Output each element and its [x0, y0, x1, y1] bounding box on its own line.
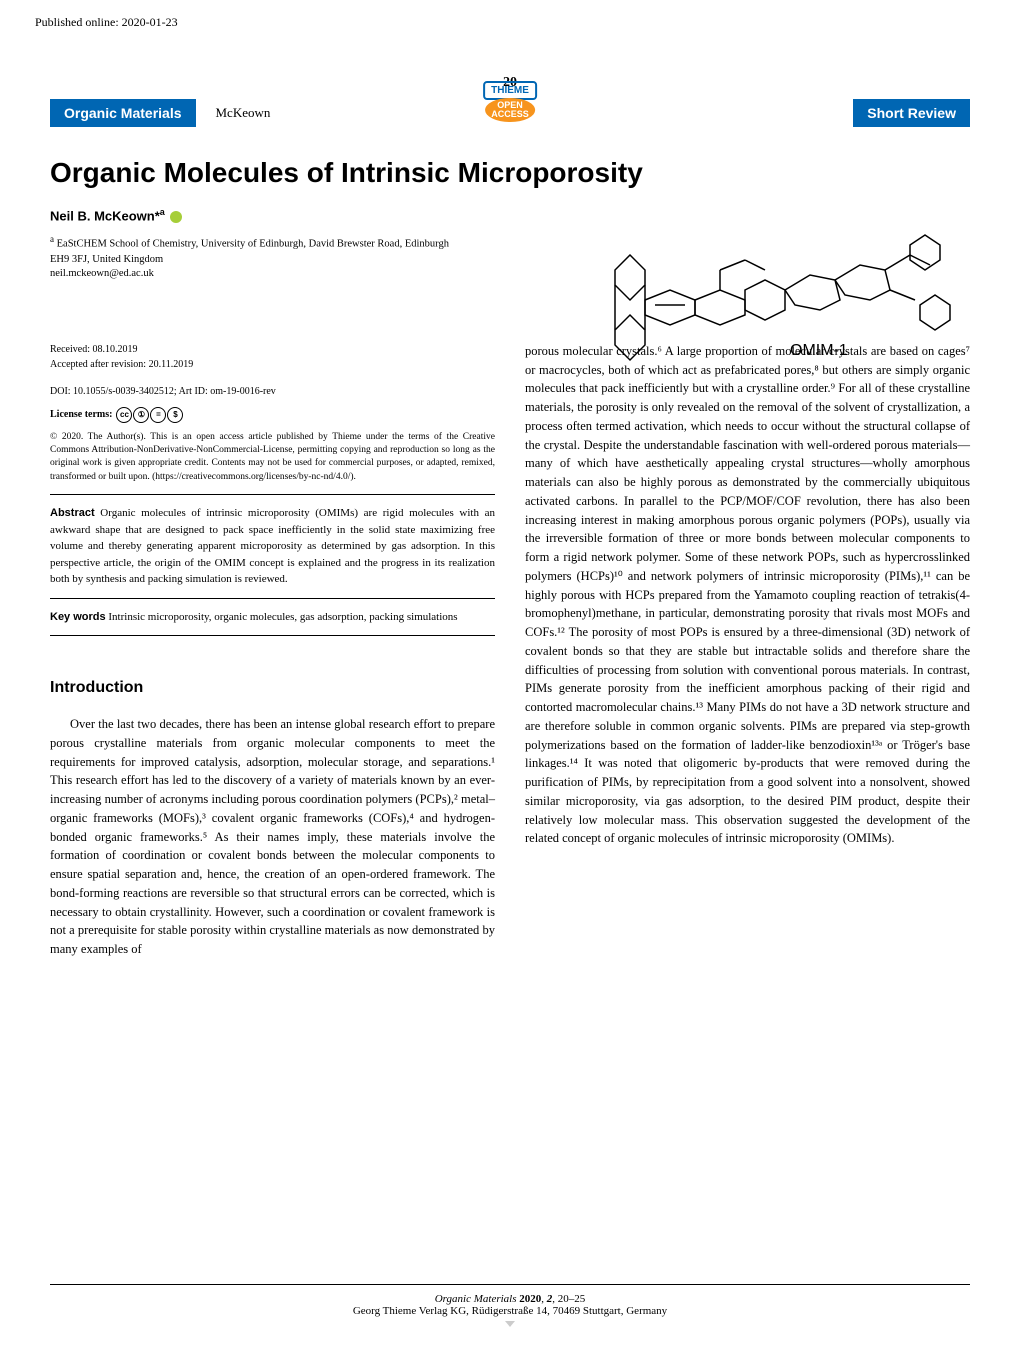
copyright-text: © 2020. The Author(s). This is an open a… — [50, 431, 495, 484]
cc-icons: cc ① = $ — [116, 407, 183, 423]
published-online: Published online: 2020-01-23 — [35, 15, 178, 30]
right-column: porous molecular crystals.⁶ A large prop… — [525, 342, 970, 959]
thieme-badge: THIEME OPENACCESS — [483, 81, 537, 122]
dates-block: Received: 08.10.2019 Accepted after revi… — [50, 342, 495, 372]
short-review-badge: Short Review — [853, 99, 970, 127]
cc-icon: cc — [116, 407, 132, 423]
affiliation: a EaStCHEM School of Chemistry, Universi… — [50, 233, 450, 282]
by-icon: ① — [133, 407, 149, 423]
nc-icon: $ — [167, 407, 183, 423]
introduction-heading: Introduction — [50, 676, 495, 700]
nd-icon: = — [150, 407, 166, 423]
author-email: neil.mckeown@ed.ac.uk — [50, 268, 154, 279]
footer: Organic Materials 2020, 2, 20–25 Georg T… — [50, 1284, 970, 1330]
downloaded-icon — [505, 1321, 515, 1327]
intro-body-right: porous molecular crystals.⁶ A large prop… — [525, 342, 970, 848]
journal-badge: Organic Materials — [50, 99, 196, 127]
orcid-icon — [170, 211, 182, 223]
header-bar: Organic Materials McKeown THIEME OPENACC… — [50, 99, 970, 127]
keywords-label: Key words — [50, 611, 106, 623]
publisher-line: Georg Thieme Verlag KG, Rüdigerstraße 14… — [50, 1305, 970, 1317]
molecule-figure: OMIM-1 — [600, 210, 960, 390]
abstract-block: Abstract Organic molecules of intrinsic … — [50, 494, 495, 599]
intro-body-left: Over the last two decades, there has bee… — [50, 715, 495, 959]
two-column-layout: Received: 08.10.2019 Accepted after revi… — [50, 342, 970, 959]
molecule-label: OMIM-1 — [790, 342, 848, 359]
license-line: License terms: cc ① = $ — [50, 407, 495, 423]
left-column: Received: 08.10.2019 Accepted after revi… — [50, 342, 495, 959]
open-access-badge: OPENACCESS — [485, 98, 535, 122]
author-top: McKeown — [216, 105, 271, 121]
doi-line: DOI: 10.1055/s-0039-3402512; Art ID: om-… — [50, 384, 495, 399]
abstract-label: Abstract — [50, 507, 95, 519]
article-title: Organic Molecules of Intrinsic Microporo… — [50, 157, 970, 189]
keywords-block: Key words Intrinsic microporosity, organ… — [50, 609, 495, 637]
